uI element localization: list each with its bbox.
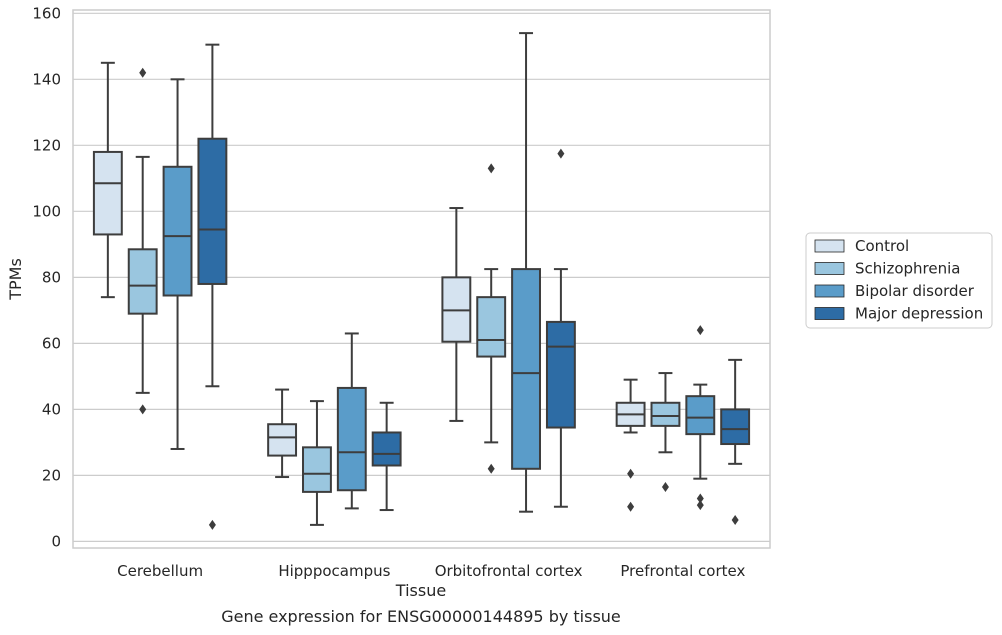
box-bipolar-disorder-2 bbox=[511, 32, 541, 513]
outlier-point bbox=[139, 404, 147, 415]
box bbox=[92, 150, 123, 236]
y-tick-label: 0 bbox=[51, 532, 61, 550]
y-tick-label: 40 bbox=[42, 400, 61, 418]
legend-frame bbox=[805, 232, 993, 329]
box-schizophrenia-0 bbox=[127, 67, 158, 415]
legend: Control Schizophrenia Bipolar disorder Majo… bbox=[805, 232, 993, 329]
y-axis-ticks: 0 20 40 60 80 100 120 140 160 bbox=[32, 4, 61, 550]
y-tick-label: 100 bbox=[32, 202, 61, 220]
box bbox=[650, 401, 681, 427]
outlier-point bbox=[627, 468, 635, 479]
y-axis-title: TPMs bbox=[6, 258, 25, 301]
box bbox=[371, 431, 402, 467]
box bbox=[720, 408, 751, 446]
gridlines bbox=[73, 12, 770, 542]
box-major-depression-0 bbox=[197, 43, 228, 530]
outlier-point bbox=[696, 325, 704, 336]
legend-swatch bbox=[814, 262, 845, 275]
x-axis-ticks: Cerebellum Hipppocampus Orbitofrontal cort… bbox=[117, 562, 745, 580]
box-bipolar-disorder-1 bbox=[336, 332, 367, 510]
outlier-point bbox=[139, 67, 147, 78]
box-control-1 bbox=[267, 388, 298, 479]
box-bipolar-disorder-3 bbox=[685, 325, 716, 511]
box-schizophrenia-2 bbox=[476, 163, 507, 474]
box bbox=[545, 320, 576, 429]
y-tick-label: 80 bbox=[42, 268, 61, 286]
box-bipolar-disorder-0 bbox=[162, 78, 193, 450]
outlier-point bbox=[557, 148, 565, 159]
outlier-point bbox=[661, 481, 669, 492]
y-tick-label: 140 bbox=[32, 70, 61, 88]
box bbox=[197, 137, 228, 285]
outlier-point bbox=[696, 493, 704, 504]
x-tick-label: Hipppocampus bbox=[278, 562, 390, 580]
x-tick-label: Orbitofrontal cortex bbox=[435, 562, 583, 580]
box bbox=[127, 248, 158, 315]
box bbox=[162, 165, 193, 297]
box-major-depression-1 bbox=[371, 401, 402, 512]
outlier-point bbox=[627, 501, 635, 512]
x-axis-title: Tissue bbox=[395, 581, 446, 600]
box-control-2 bbox=[441, 207, 472, 422]
x-tick-label: Prefrontal cortex bbox=[620, 562, 745, 580]
box bbox=[267, 423, 298, 457]
legend-label: Major depression bbox=[855, 305, 983, 323]
legend-label: Bipolar disorder bbox=[855, 282, 975, 300]
outlier-point bbox=[696, 500, 704, 511]
box bbox=[302, 446, 332, 493]
chart-caption: Gene expression for ENSG00000144895 by t… bbox=[221, 607, 621, 626]
box-schizophrenia-1 bbox=[302, 400, 332, 526]
y-tick-label: 120 bbox=[32, 136, 61, 154]
box bbox=[476, 296, 507, 358]
y-tick-label: 160 bbox=[32, 4, 61, 22]
box bbox=[336, 386, 367, 492]
outlier-point bbox=[487, 463, 495, 474]
outlier-point bbox=[731, 514, 739, 525]
y-tick-label: 60 bbox=[42, 334, 61, 352]
box-major-depression-2 bbox=[545, 148, 576, 508]
outlier-point bbox=[208, 519, 216, 530]
box-control-3 bbox=[615, 378, 646, 512]
box-major-depression-3 bbox=[720, 358, 751, 525]
legend-swatch bbox=[814, 284, 845, 298]
legend-label: Control bbox=[855, 237, 909, 255]
x-tick-label: Cerebellum bbox=[117, 562, 203, 580]
legend-label: Schizophrenia bbox=[855, 260, 960, 278]
box-groups bbox=[92, 32, 751, 530]
box-control-0 bbox=[92, 61, 123, 299]
legend-swatch bbox=[814, 307, 845, 320]
legend-swatch bbox=[814, 239, 845, 253]
box-schizophrenia-3 bbox=[650, 372, 681, 492]
y-tick-label: 20 bbox=[42, 466, 61, 484]
box bbox=[511, 268, 541, 470]
box bbox=[685, 395, 716, 436]
outlier-point bbox=[487, 163, 495, 174]
